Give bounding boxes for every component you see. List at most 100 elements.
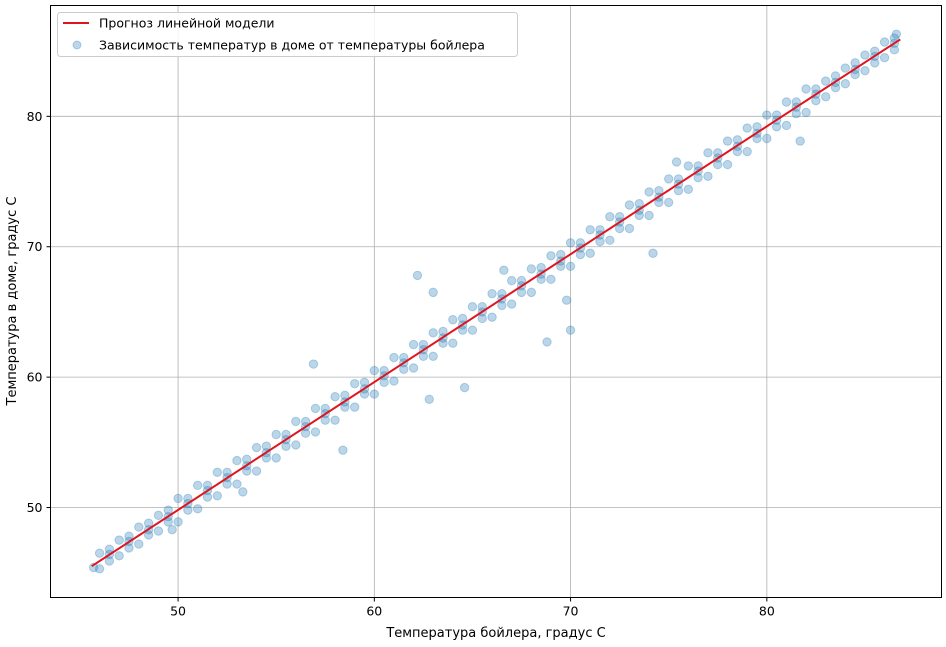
scatter-point — [428, 287, 438, 298]
scatter-point — [271, 429, 281, 440]
y-tick-label: 50 — [27, 500, 43, 515]
scatter-point — [850, 69, 860, 80]
scatter-point — [349, 402, 360, 412]
scatter-point — [821, 76, 831, 86]
scatter-point — [703, 148, 713, 158]
scatter-point — [713, 159, 723, 170]
legend-box — [57, 12, 518, 57]
scatter-point — [811, 84, 821, 94]
scatter-point — [634, 210, 644, 221]
scatter-point — [114, 535, 124, 545]
scatter-point — [418, 351, 429, 361]
scatter-point — [242, 466, 252, 476]
scatter-point — [291, 416, 301, 427]
y-tick-label: 60 — [27, 370, 43, 385]
scatter-point — [526, 264, 537, 274]
scatter-point — [467, 302, 478, 312]
scatter-point — [732, 135, 743, 145]
scatter-point — [291, 440, 301, 450]
scatter-point — [664, 197, 674, 208]
scatter-point — [163, 505, 173, 515]
scatter-point — [526, 287, 537, 298]
scatter-point — [830, 71, 841, 81]
scatter-point — [546, 251, 556, 261]
scatter-point — [163, 517, 173, 527]
scatter-point — [585, 225, 595, 235]
scatter-point — [860, 50, 870, 60]
x-tick-label: 80 — [759, 604, 775, 619]
scatter-point — [683, 161, 694, 171]
scatter-point — [104, 556, 115, 566]
scatter-point — [536, 262, 546, 273]
scatter-point — [202, 492, 213, 502]
scatter-point — [624, 223, 635, 234]
scatter-point — [654, 185, 664, 196]
scatter-point — [605, 212, 615, 222]
scatter-point — [349, 378, 360, 389]
scatter-point — [654, 197, 664, 208]
scatter-point — [467, 325, 478, 335]
scatter-point — [781, 97, 792, 107]
scatter-point — [310, 403, 321, 414]
scatter-point — [251, 466, 262, 476]
scatter-point — [183, 505, 193, 515]
scatter-point — [840, 79, 851, 89]
scatter-point — [459, 382, 470, 393]
scatter-point — [94, 548, 105, 558]
scatter-point — [487, 288, 497, 299]
scatter-point — [536, 274, 546, 285]
scatter-point — [575, 249, 586, 260]
scatter-point — [369, 365, 380, 376]
scatter-point — [330, 391, 340, 402]
scatter-point — [167, 524, 177, 535]
scatter-point — [516, 287, 527, 298]
scatter-point — [232, 479, 242, 489]
scatter-point — [340, 390, 350, 401]
scatter-point — [762, 133, 772, 144]
scatter-point — [418, 339, 429, 350]
scatter-point — [703, 171, 713, 182]
scatter-point — [202, 480, 213, 491]
scatter-point — [238, 487, 248, 497]
scatter-point — [212, 467, 223, 478]
scatter-point — [114, 551, 124, 561]
scatter-point — [891, 29, 902, 39]
regression-line — [91, 38, 901, 568]
scatter-point — [791, 109, 801, 119]
scatter-point — [732, 146, 743, 157]
scatter-point — [310, 427, 321, 437]
scatter-point — [232, 455, 242, 466]
scatter-points — [88, 29, 902, 574]
x-axis-label: Температура бойлера, градус С — [385, 626, 605, 641]
scatter-point — [542, 337, 552, 347]
scatter-point — [261, 453, 272, 463]
scatter-point — [801, 84, 811, 94]
legend-label-scatter: Зависимость температур в доме от темпера… — [99, 38, 485, 53]
scatter-point — [870, 58, 880, 68]
scatter-point — [556, 261, 566, 271]
scatter-point — [605, 235, 615, 245]
y-axis-label: Температура в доме, градус С — [5, 197, 20, 407]
scatter-point — [173, 493, 183, 504]
scatter-point — [448, 338, 458, 348]
scatter-point — [399, 364, 409, 375]
scatter-point — [389, 376, 399, 386]
scatter-point — [261, 441, 272, 451]
scatter-point — [722, 159, 733, 170]
scatter-point — [222, 467, 232, 478]
scatter-point — [438, 338, 448, 348]
scatter-point — [565, 261, 576, 271]
scatter-point — [499, 265, 509, 275]
scatter-point — [424, 394, 434, 404]
scatter-point — [412, 270, 423, 281]
plot-frame — [50, 5, 942, 598]
scatter-point — [811, 95, 821, 106]
scatter-point — [664, 174, 674, 184]
scatter-point — [830, 82, 841, 93]
axis-ticks: 50 60 70 80 50 60 70 80 — [27, 109, 775, 619]
scatter-point — [644, 210, 654, 221]
scatter-point — [457, 313, 468, 324]
scatter-point — [124, 531, 134, 541]
x-tick-label: 70 — [563, 604, 579, 619]
